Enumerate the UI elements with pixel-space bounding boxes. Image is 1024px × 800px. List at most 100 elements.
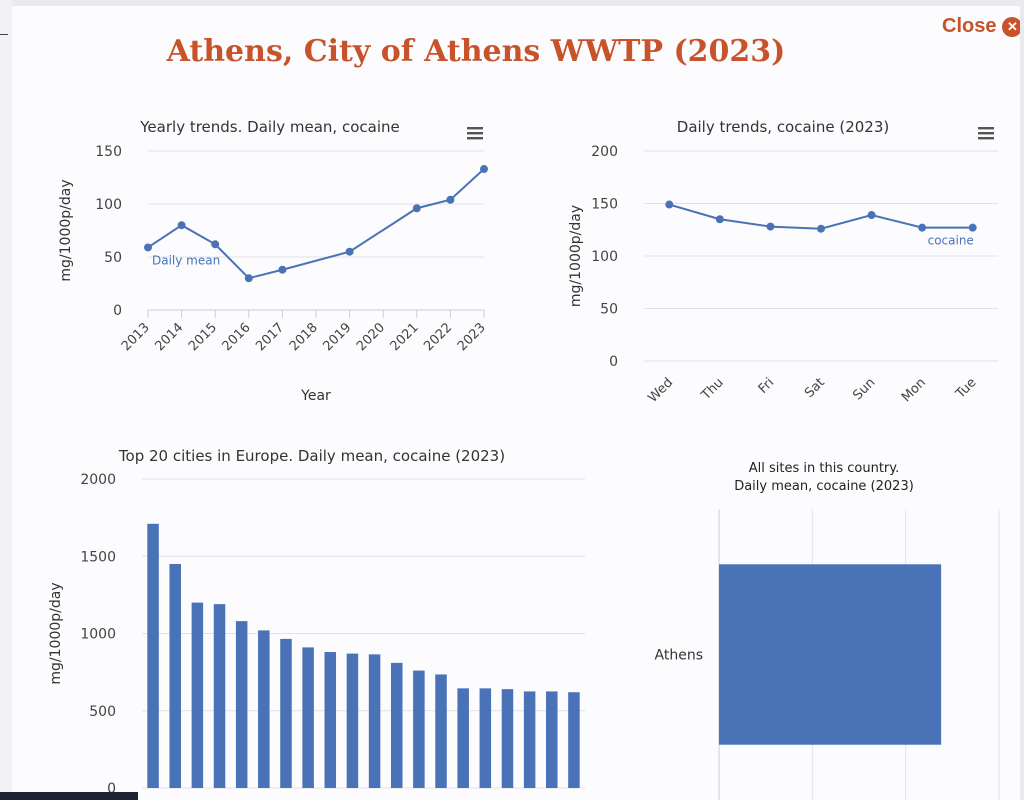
x-tick-label: 2017 bbox=[253, 320, 287, 354]
bar bbox=[719, 564, 942, 745]
bar bbox=[390, 662, 403, 788]
data-point bbox=[918, 223, 927, 232]
series-label: Daily mean bbox=[152, 253, 220, 267]
x-tick-label: Sat bbox=[802, 375, 828, 401]
data-point bbox=[715, 215, 724, 224]
x-tick-label: Mon bbox=[899, 375, 929, 405]
top20-cities-chart: Top 20 cities in Europe. Daily mean, coc… bbox=[48, 447, 585, 797]
chart-subtitle: Daily mean, cocaine (2023) bbox=[734, 479, 914, 494]
y-tick-label: 500 bbox=[89, 704, 116, 720]
hamburger-icon[interactable] bbox=[978, 127, 994, 140]
y-tick-label: 150 bbox=[95, 144, 122, 160]
data-point bbox=[211, 240, 220, 249]
bar bbox=[457, 688, 469, 788]
y-tick-label: 100 bbox=[591, 249, 618, 265]
x-tick-label: Wed bbox=[645, 375, 676, 406]
bar bbox=[479, 688, 492, 788]
x-tick-label: 2023 bbox=[455, 320, 489, 354]
daily-trends-chart: Daily trends, cocaine (2023) 0 50 100 150 200… bbox=[568, 118, 998, 406]
x-tick-label: 2022 bbox=[421, 320, 455, 354]
data-point bbox=[446, 195, 455, 204]
bar bbox=[235, 621, 248, 788]
x-axis-title: Year bbox=[300, 388, 331, 404]
bar bbox=[435, 674, 447, 788]
data-point bbox=[766, 222, 775, 231]
bar bbox=[523, 691, 536, 788]
bar bbox=[280, 638, 292, 788]
bar bbox=[346, 653, 359, 788]
bar bbox=[169, 563, 181, 788]
hamburger-icon-bar bbox=[978, 132, 994, 135]
data-point bbox=[817, 224, 825, 233]
bar bbox=[368, 654, 381, 788]
hamburger-icon-bar bbox=[978, 127, 994, 130]
chart-title: Top 20 cities in Europe. Daily mean, coc… bbox=[118, 447, 505, 465]
close-button[interactable]: Close ✕ bbox=[942, 15, 1020, 38]
chart-title: Daily trends, cocaine (2023) bbox=[677, 118, 889, 136]
data-point bbox=[345, 247, 354, 256]
bar bbox=[568, 692, 580, 788]
yearly-trends-chart: Yearly trends. Daily mean, cocaine 0 50 100… bbox=[58, 118, 489, 404]
taskbar-fragment bbox=[0, 792, 138, 800]
y-tick-label: 200 bbox=[591, 144, 618, 160]
series-label: cocaine bbox=[928, 234, 974, 248]
x-tick-label: 2016 bbox=[220, 320, 254, 354]
background-strip bbox=[0, 0, 12, 800]
bar bbox=[413, 670, 425, 788]
hamburger-icon-bar bbox=[467, 127, 483, 130]
bar bbox=[147, 523, 159, 788]
bar bbox=[302, 647, 314, 788]
x-tick-label: 2013 bbox=[119, 320, 153, 354]
hamburger-icon-bar bbox=[467, 137, 483, 140]
x-tick-label: 2019 bbox=[320, 320, 354, 354]
data-point bbox=[278, 265, 287, 274]
bar bbox=[501, 689, 514, 788]
y-tick-label: 0 bbox=[609, 354, 618, 370]
y-tick-label: 100 bbox=[95, 197, 122, 213]
x-tick-label: Fri bbox=[756, 375, 778, 397]
background-tick bbox=[0, 34, 8, 35]
chart-modal: Athens, City of Athens WWTP (2023) Close… bbox=[12, 6, 1020, 800]
y-tick-label: 0 bbox=[107, 781, 116, 797]
y-tick-label: 1000 bbox=[80, 627, 116, 643]
country-sites-chart: All sites in this country. Daily mean, co… bbox=[655, 461, 1000, 800]
x-tick-label: 2015 bbox=[186, 320, 220, 354]
y-axis-title: mg/1000p/day bbox=[568, 205, 584, 307]
y-tick-label: 50 bbox=[104, 250, 122, 266]
y-category-label: Athens bbox=[655, 648, 703, 664]
x-tick-label: Sun bbox=[850, 375, 878, 403]
data-point bbox=[968, 223, 977, 232]
hamburger-icon[interactable] bbox=[467, 127, 483, 140]
data-point bbox=[412, 204, 421, 213]
bar bbox=[213, 604, 226, 788]
y-axis-title: mg/1000p/day bbox=[48, 582, 64, 684]
y-tick-label: 50 bbox=[600, 302, 618, 318]
data-point bbox=[665, 200, 674, 209]
bar bbox=[324, 652, 337, 788]
data-point bbox=[177, 221, 186, 230]
data-point bbox=[244, 274, 253, 283]
y-tick-label: 1500 bbox=[80, 549, 116, 565]
data-point bbox=[480, 165, 488, 174]
y-axis-title: mg/1000p/day bbox=[58, 179, 74, 281]
bar bbox=[546, 691, 558, 788]
x-tick-label: 2014 bbox=[152, 320, 186, 354]
hamburger-icon-bar bbox=[978, 137, 994, 140]
chart-title: All sites in this country. bbox=[749, 461, 899, 476]
bar bbox=[191, 602, 204, 788]
data-point bbox=[867, 211, 876, 220]
data-point bbox=[144, 243, 152, 252]
x-tick-label: 2021 bbox=[388, 320, 422, 354]
close-icon: ✕ bbox=[1002, 16, 1020, 37]
y-tick-label: 0 bbox=[113, 303, 122, 319]
bar bbox=[258, 630, 270, 788]
x-tick-label: Thu bbox=[698, 375, 727, 404]
y-tick-label: 2000 bbox=[80, 472, 116, 488]
hamburger-icon-bar bbox=[467, 132, 483, 135]
close-label: Close bbox=[942, 15, 997, 37]
chart-title: Yearly trends. Daily mean, cocaine bbox=[139, 118, 399, 136]
x-tick-label: 2018 bbox=[287, 320, 321, 354]
x-tick-label: Tue bbox=[953, 375, 980, 402]
page-title: Athens, City of Athens WWTP (2023) bbox=[166, 34, 786, 69]
y-tick-label: 150 bbox=[591, 197, 618, 213]
